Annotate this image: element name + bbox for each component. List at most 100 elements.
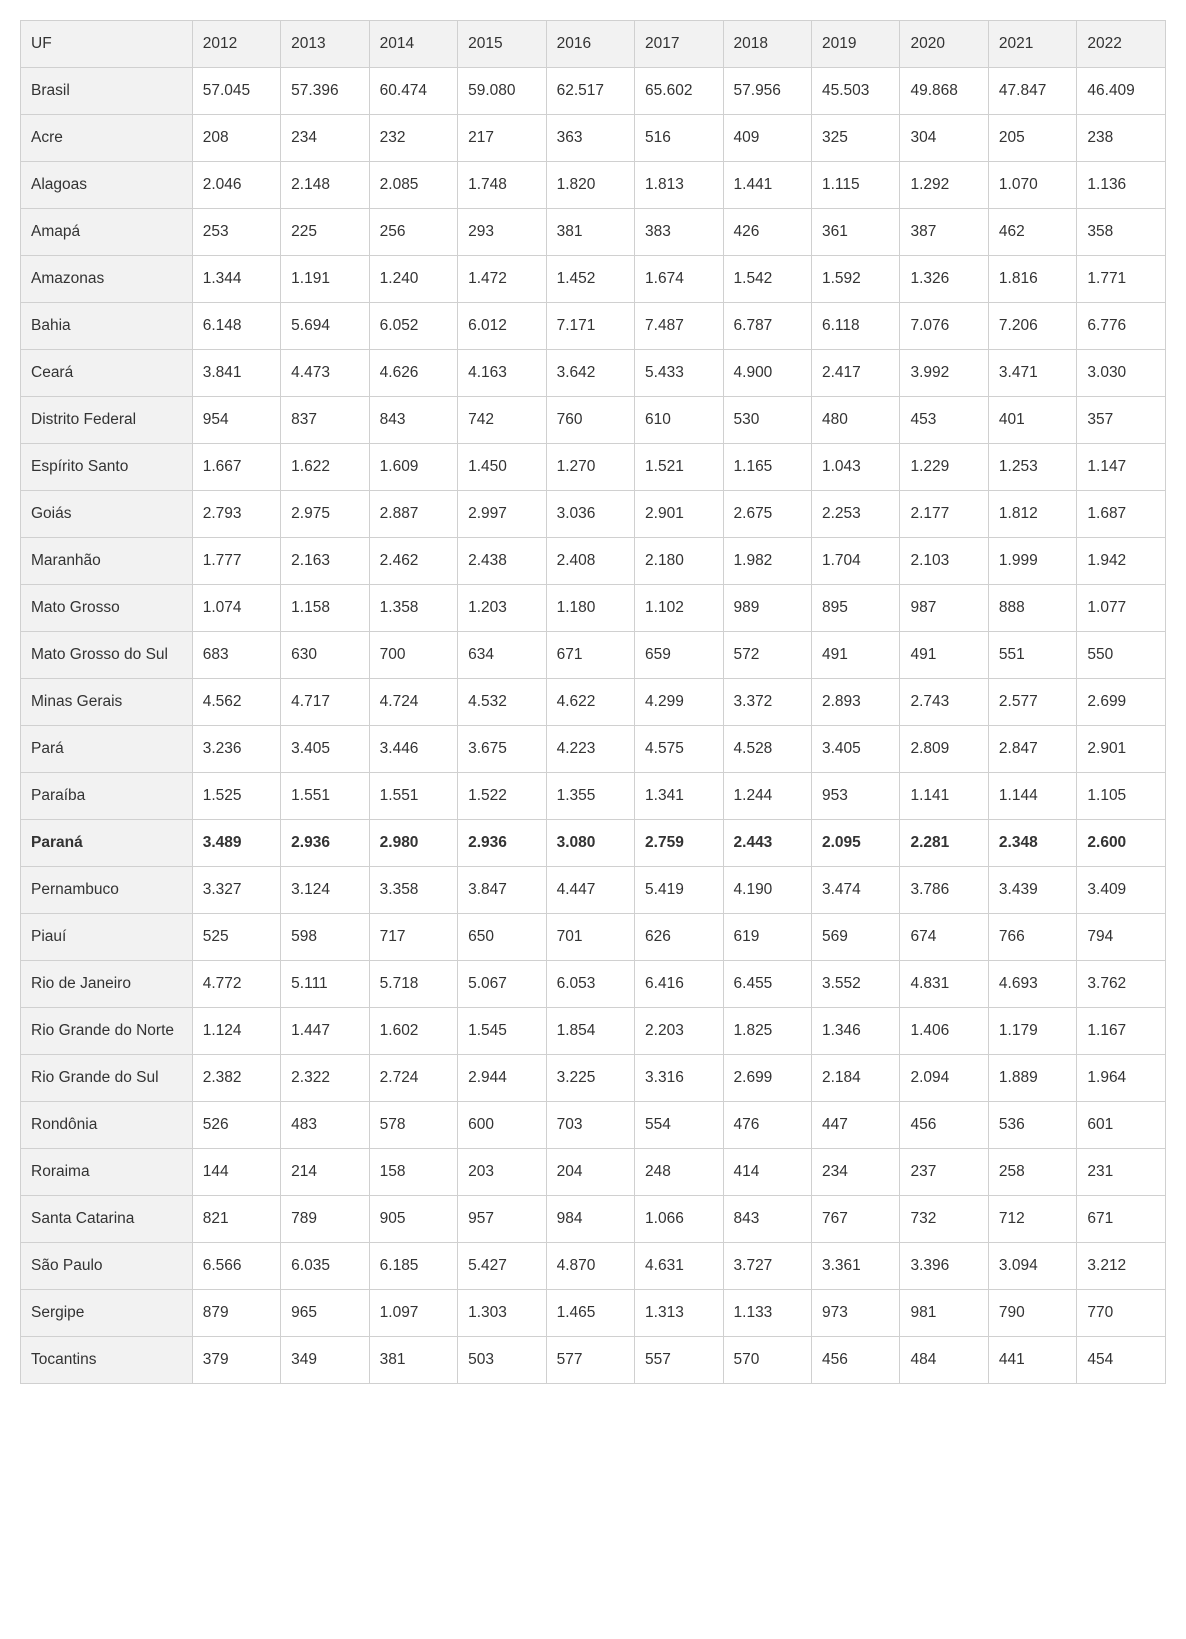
value-cell: 4.717 xyxy=(281,679,369,726)
value-cell: 953 xyxy=(811,773,899,820)
value-cell: 965 xyxy=(281,1290,369,1337)
value-cell: 577 xyxy=(546,1337,634,1384)
value-cell: 2.408 xyxy=(546,538,634,585)
value-cell: 2.184 xyxy=(811,1055,899,1102)
uf-cell: Rio Grande do Norte xyxy=(21,1008,193,1055)
uf-cell: Minas Gerais xyxy=(21,679,193,726)
value-cell: 4.693 xyxy=(988,961,1076,1008)
table-row: Alagoas2.0462.1482.0851.7481.8201.8131.4… xyxy=(21,162,1166,209)
value-cell: 1.179 xyxy=(988,1008,1076,1055)
value-cell: 414 xyxy=(723,1149,811,1196)
value-cell: 503 xyxy=(458,1337,546,1384)
value-cell: 598 xyxy=(281,914,369,961)
value-cell: 1.244 xyxy=(723,773,811,820)
value-cell: 843 xyxy=(723,1196,811,1243)
header-year: 2016 xyxy=(546,21,634,68)
value-cell: 2.253 xyxy=(811,491,899,538)
value-cell: 2.094 xyxy=(900,1055,988,1102)
uf-cell: Pernambuco xyxy=(21,867,193,914)
value-cell: 1.158 xyxy=(281,585,369,632)
value-cell: 2.699 xyxy=(723,1055,811,1102)
value-cell: 1.147 xyxy=(1077,444,1166,491)
table-row: Tocantins3793493815035775575704564844414… xyxy=(21,1337,1166,1384)
value-cell: 712 xyxy=(988,1196,1076,1243)
value-cell: 6.035 xyxy=(281,1243,369,1290)
value-cell: 3.212 xyxy=(1077,1243,1166,1290)
value-cell: 6.118 xyxy=(811,303,899,350)
table-row: Mato Grosso do Sul6836307006346716595724… xyxy=(21,632,1166,679)
uf-cell: Amazonas xyxy=(21,256,193,303)
value-cell: 1.964 xyxy=(1077,1055,1166,1102)
value-cell: 7.206 xyxy=(988,303,1076,350)
value-cell: 954 xyxy=(192,397,280,444)
value-cell: 4.870 xyxy=(546,1243,634,1290)
value-cell: 2.699 xyxy=(1077,679,1166,726)
value-cell: 1.180 xyxy=(546,585,634,632)
header-row: UF 2012201320142015201620172018201920202… xyxy=(21,21,1166,68)
value-cell: 671 xyxy=(1077,1196,1166,1243)
value-cell: 981 xyxy=(900,1290,988,1337)
header-year: 2014 xyxy=(369,21,457,68)
value-cell: 551 xyxy=(988,632,1076,679)
value-cell: 3.489 xyxy=(192,820,280,867)
value-cell: 387 xyxy=(900,209,988,256)
value-cell: 3.762 xyxy=(1077,961,1166,1008)
value-cell: 984 xyxy=(546,1196,634,1243)
value-cell: 2.887 xyxy=(369,491,457,538)
uf-cell: Mato Grosso do Sul xyxy=(21,632,193,679)
value-cell: 225 xyxy=(281,209,369,256)
table-row: Sergipe8799651.0971.3031.4651.3131.13397… xyxy=(21,1290,1166,1337)
value-cell: 700 xyxy=(369,632,457,679)
value-cell: 1.447 xyxy=(281,1008,369,1055)
value-cell: 231 xyxy=(1077,1149,1166,1196)
uf-cell: Brasil xyxy=(21,68,193,115)
value-cell: 905 xyxy=(369,1196,457,1243)
value-cell: 1.406 xyxy=(900,1008,988,1055)
value-cell: 2.577 xyxy=(988,679,1076,726)
value-cell: 2.348 xyxy=(988,820,1076,867)
uf-cell: Sergipe xyxy=(21,1290,193,1337)
value-cell: 4.831 xyxy=(900,961,988,1008)
header-uf: UF xyxy=(21,21,193,68)
table-row: Amapá253225256293381383426361387462358 xyxy=(21,209,1166,256)
value-cell: 957 xyxy=(458,1196,546,1243)
value-cell: 5.419 xyxy=(635,867,723,914)
value-cell: 217 xyxy=(458,115,546,162)
table-row: Brasil57.04557.39660.47459.08062.51765.6… xyxy=(21,68,1166,115)
table-row: Goiás2.7932.9752.8872.9973.0362.9012.675… xyxy=(21,491,1166,538)
value-cell: 1.355 xyxy=(546,773,634,820)
value-cell: 1.253 xyxy=(988,444,1076,491)
value-cell: 456 xyxy=(811,1337,899,1384)
value-cell: 1.521 xyxy=(635,444,723,491)
value-cell: 381 xyxy=(546,209,634,256)
value-cell: 888 xyxy=(988,585,1076,632)
value-cell: 5.433 xyxy=(635,350,723,397)
value-cell: 208 xyxy=(192,115,280,162)
value-cell: 7.171 xyxy=(546,303,634,350)
value-cell: 381 xyxy=(369,1337,457,1384)
header-year: 2020 xyxy=(900,21,988,68)
value-cell: 1.191 xyxy=(281,256,369,303)
value-cell: 1.133 xyxy=(723,1290,811,1337)
value-cell: 447 xyxy=(811,1102,899,1149)
value-cell: 1.167 xyxy=(1077,1008,1166,1055)
value-cell: 650 xyxy=(458,914,546,961)
value-cell: 2.936 xyxy=(458,820,546,867)
value-cell: 1.115 xyxy=(811,162,899,209)
value-cell: 760 xyxy=(546,397,634,444)
value-cell: 3.446 xyxy=(369,726,457,773)
value-cell: 4.299 xyxy=(635,679,723,726)
uf-cell: São Paulo xyxy=(21,1243,193,1290)
value-cell: 717 xyxy=(369,914,457,961)
value-cell: 1.326 xyxy=(900,256,988,303)
value-cell: 6.566 xyxy=(192,1243,280,1290)
value-cell: 1.609 xyxy=(369,444,457,491)
header-year: 2012 xyxy=(192,21,280,68)
value-cell: 6.787 xyxy=(723,303,811,350)
value-cell: 59.080 xyxy=(458,68,546,115)
value-cell: 2.163 xyxy=(281,538,369,585)
value-cell: 3.124 xyxy=(281,867,369,914)
value-cell: 238 xyxy=(1077,115,1166,162)
value-cell: 1.292 xyxy=(900,162,988,209)
value-cell: 767 xyxy=(811,1196,899,1243)
